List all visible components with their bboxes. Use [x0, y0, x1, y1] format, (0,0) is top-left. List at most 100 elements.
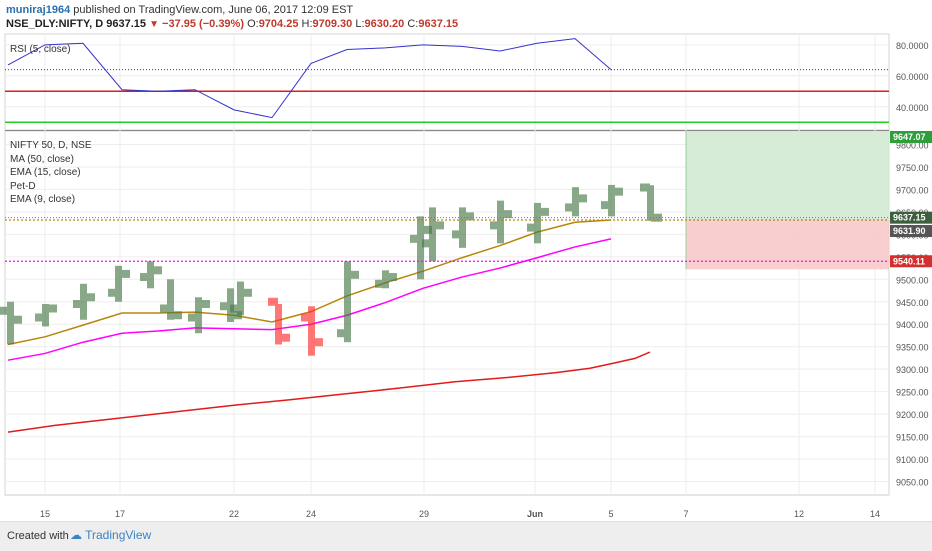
ohlc-bar: [490, 200, 512, 244]
low-label: L:: [355, 18, 365, 30]
loss-zone: [686, 220, 889, 270]
bar-close-tick: [501, 210, 512, 219]
price-axis-tick: 9700.00: [896, 185, 929, 195]
bar-close-tick: [538, 207, 549, 216]
bar-open-tick: [640, 183, 650, 192]
price-badge-text: 9540.11: [893, 256, 925, 266]
bar-close-tick: [171, 311, 182, 320]
bar-body: [647, 185, 654, 221]
author-link[interactable]: muniraj1964: [6, 4, 71, 16]
bar-open-tick: [0, 306, 10, 315]
bar-body: [608, 184, 615, 217]
time-axis-label: 7: [683, 509, 688, 519]
time-axis-label: 12: [794, 509, 804, 519]
publish-line: muniraj1964 published on TradingView.com…: [6, 4, 353, 16]
bar-body: [382, 270, 389, 289]
time-axis-label: 17: [115, 509, 125, 519]
price-change: −37.95 (−0.39%): [162, 18, 244, 30]
bar-body: [42, 304, 49, 327]
bar-open-tick: [140, 273, 150, 282]
bar-body: [308, 306, 315, 356]
ohlc-bar: [301, 306, 323, 356]
ohlc-bar: [160, 279, 182, 320]
price-axis-tick: 9750.00: [896, 163, 929, 173]
ohlc-bar: [337, 261, 359, 343]
ohlc-bar: [230, 281, 252, 316]
ohlc-bar: [422, 207, 444, 262]
bar-close-tick: [151, 266, 162, 275]
high-value: 9709.30: [312, 18, 353, 30]
high-label: H:: [301, 18, 313, 30]
price-bars: [0, 183, 662, 356]
chart-canvas[interactable]: 80.0000 60.0000 40.0000 9800.00 9750.00 9700.…: [0, 0, 932, 521]
bar-body: [417, 216, 424, 280]
bar-close-tick: [46, 304, 57, 313]
brand-text: TradingView: [85, 528, 152, 542]
rsi-line: [7, 38, 612, 119]
bar-close-tick: [279, 333, 290, 342]
rsi-axis-tick: 80.0000: [896, 41, 929, 51]
bar-close-tick: [576, 194, 587, 203]
bar-close-tick: [11, 315, 22, 324]
time-axis-label: 29: [419, 509, 429, 519]
open-label: O:: [247, 18, 259, 30]
close-value: 9637.15: [418, 18, 459, 30]
bar-open-tick: [268, 297, 278, 306]
published-text: published on TradingView.com, June 06, 2…: [73, 4, 354, 16]
rsi-axis-tick: 60.0000: [896, 72, 929, 82]
price-axis-tick: 9100.00: [896, 455, 929, 465]
time-axis-label: Jun: [527, 509, 543, 519]
bar-body: [147, 261, 154, 289]
chart-header: muniraj1964 published on TradingView.com…: [0, 0, 932, 34]
ohlc-bar: [73, 283, 95, 320]
bar-open-tick: [188, 313, 198, 322]
low-value: 9630.20: [364, 18, 405, 30]
price-axis[interactable]: 80.0000 60.0000 40.0000 9800.00 9750.00 9700.…: [890, 41, 932, 488]
bar-close-tick: [312, 338, 323, 347]
bar-close-tick: [199, 300, 210, 309]
bar-body: [80, 283, 87, 320]
rsi-label: RSI (5, close): [10, 44, 71, 55]
bar-close-tick: [463, 212, 474, 221]
ohlc-bar: [410, 216, 432, 280]
ohlc-bar: [565, 187, 587, 217]
legend-symbol: NIFTY 50, D, NSE: [10, 140, 92, 151]
legend-ma50: MA (50, close): [10, 154, 74, 165]
ohlc-bar: [188, 297, 210, 334]
legend-ema15: EMA (15, close): [10, 167, 81, 178]
bar-body: [195, 297, 202, 334]
ohlc-bar: [601, 184, 623, 217]
price-badge: [890, 255, 932, 268]
ohlc-bar: [268, 297, 290, 345]
time-axis-label: 5: [608, 509, 613, 519]
ohlc-bar: [375, 270, 397, 289]
bar-close-tick: [386, 273, 397, 282]
bar-body: [115, 265, 122, 302]
rsi-layer: [5, 38, 889, 124]
tradingview-logo[interactable]: ☁ TradingView: [70, 528, 151, 542]
bar-open-tick: [73, 300, 83, 309]
legend-ema9: EMA (9, close): [10, 194, 76, 205]
time-axis[interactable]: 15 17 22 24 29 Jun 5 7 12 14: [40, 509, 880, 519]
last-price: 9637.15: [106, 18, 147, 30]
bar-open-tick: [490, 221, 500, 230]
bar-open-tick: [108, 288, 118, 297]
bar-close-tick: [119, 269, 130, 278]
time-axis-label: 14: [870, 509, 880, 519]
bar-open-tick: [422, 239, 432, 248]
price-badge-text: 9637.15: [893, 213, 926, 223]
price-axis-tick: 9500.00: [896, 275, 929, 285]
ohlc-bar: [527, 202, 549, 244]
position-zones: [685, 131, 889, 270]
price-badge-text: 9631.90: [893, 226, 926, 236]
bar-open-tick: [565, 203, 575, 212]
bar-close-tick: [612, 187, 623, 196]
bar-close-tick: [84, 293, 95, 302]
profit-zone: [686, 131, 889, 221]
bar-body: [167, 279, 174, 320]
bar-open-tick: [375, 279, 385, 288]
horizontal-lines: [5, 217, 889, 262]
bar-open-tick: [337, 329, 347, 338]
bar-open-tick: [301, 313, 311, 322]
ohlc-bar: [452, 207, 474, 248]
